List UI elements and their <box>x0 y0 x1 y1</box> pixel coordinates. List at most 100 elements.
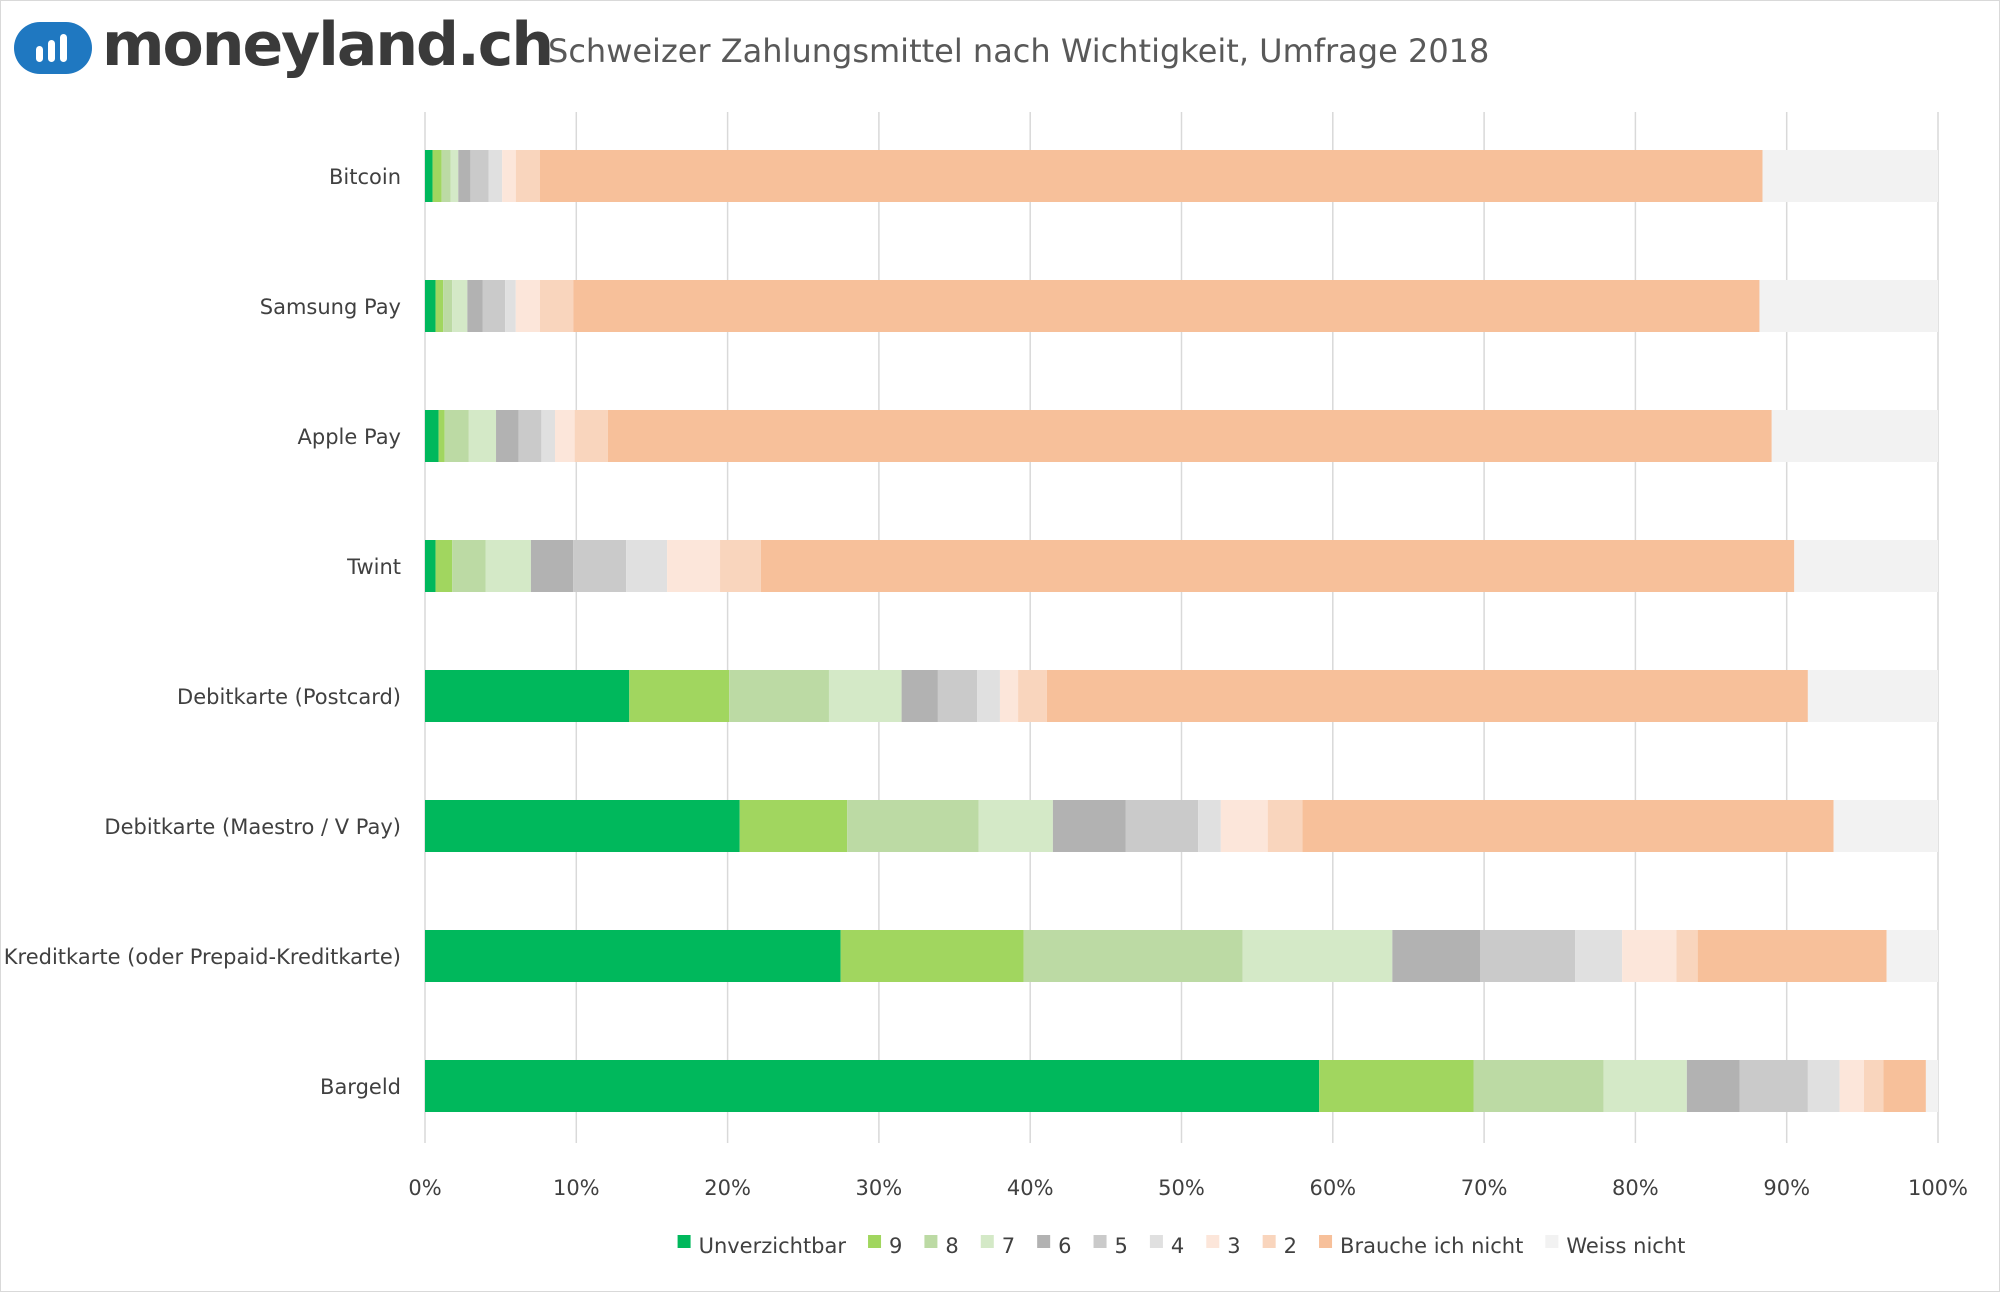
legend-item[interactable]: 3 <box>1206 1234 1241 1258</box>
bar-segment <box>937 670 978 722</box>
legend-swatch <box>1206 1235 1220 1248</box>
bar-segment <box>1575 930 1623 982</box>
legend-swatch <box>677 1235 691 1248</box>
logo-text: moneyland.ch <box>102 10 554 80</box>
bar-segment <box>847 800 979 852</box>
category-label: Debitkarte (Postcard) <box>177 685 401 709</box>
bar-segment <box>760 540 1795 592</box>
x-tick-label: 70% <box>1461 1176 1508 1200</box>
legend-swatch <box>980 1235 994 1248</box>
bar-segment <box>828 670 902 722</box>
legend-item[interactable]: 9 <box>868 1234 902 1258</box>
bars <box>425 150 1938 1112</box>
legend-item[interactable]: 6 <box>1037 1234 1072 1258</box>
bar-segment <box>482 280 506 332</box>
bar-segment <box>488 150 503 202</box>
x-tick-label: 10% <box>553 1176 600 1200</box>
chart-title: Schweizer Zahlungsmittel nach Wichtigkei… <box>548 32 1490 70</box>
bar-segment <box>425 1060 1320 1112</box>
bar-segment <box>438 410 445 462</box>
bar-segment <box>1762 150 1938 202</box>
legend-label: 4 <box>1171 1234 1184 1258</box>
category-label: Bargeld <box>320 1075 401 1099</box>
legend-swatch <box>868 1235 882 1248</box>
bar-segment <box>425 800 740 852</box>
bar-segment <box>1883 1060 1926 1112</box>
bar-segment <box>530 540 574 592</box>
bar-segment <box>518 410 542 462</box>
bar-segment <box>720 540 761 592</box>
bar-segment <box>452 280 468 332</box>
x-tick-label: 90% <box>1763 1176 1810 1200</box>
bar-segment <box>425 540 436 592</box>
legend-item[interactable]: 5 <box>1093 1234 1128 1258</box>
legend-label: 7 <box>1002 1234 1015 1258</box>
bar-segment <box>574 410 608 462</box>
bar-segment <box>999 670 1019 722</box>
legend-item[interactable]: Unverzichtbar <box>677 1234 847 1258</box>
category-label: Samsung Pay <box>260 295 401 319</box>
legend-item[interactable]: 8 <box>924 1234 959 1258</box>
bar-segment <box>432 150 442 202</box>
x-tick-label: 30% <box>856 1176 903 1200</box>
bar-segment <box>468 410 497 462</box>
bar-segment <box>978 800 1053 852</box>
bar-segment <box>1392 930 1481 982</box>
bar-segment <box>729 670 829 722</box>
bar-segment <box>485 540 531 592</box>
bar-segment <box>1046 670 1808 722</box>
legend-item[interactable]: Brauche ich nicht <box>1319 1234 1523 1258</box>
bar-segment <box>435 280 444 332</box>
category-labels: Bitcoin Samsung Pay Apple Pay Twint Debitkar… <box>4 165 401 1099</box>
bar-segment <box>1833 800 1938 852</box>
bar-segment <box>1676 930 1698 982</box>
legend-swatch <box>1319 1235 1333 1248</box>
legend: Unverzichtbar 9 8 7 6 5 4 3 2 Brauche ich nicht We… <box>677 1234 1685 1258</box>
bar-segment <box>1267 800 1303 852</box>
bar-segment <box>1198 800 1221 852</box>
legend-item[interactable]: 7 <box>980 1234 1015 1258</box>
bar-segment <box>1023 930 1243 982</box>
legend-label: 6 <box>1058 1234 1071 1258</box>
bar-segment <box>739 800 848 852</box>
bar-segment <box>626 540 668 592</box>
bar-segment <box>1302 800 1834 852</box>
legend-item[interactable]: Weiss nicht <box>1545 1234 1685 1258</box>
bar-segment <box>1603 1060 1687 1112</box>
bar-segment <box>1473 1060 1604 1112</box>
legend-swatch <box>1037 1235 1051 1248</box>
legend-swatch <box>924 1235 938 1248</box>
legend-item[interactable]: 4 <box>1149 1234 1184 1258</box>
bar-segment <box>502 150 516 202</box>
x-tick-label: 50% <box>1158 1176 1205 1200</box>
bar-segment <box>573 280 1760 332</box>
bar-segment <box>1886 930 1938 982</box>
legend-swatch <box>1093 1235 1107 1248</box>
bar-segment <box>539 150 1763 202</box>
gridlines <box>424 112 1939 1143</box>
bar-segment <box>1052 800 1126 852</box>
bar-segment <box>450 150 459 202</box>
bar-segment <box>425 410 439 462</box>
bar-segment <box>443 280 453 332</box>
bar-segment <box>1686 1060 1740 1112</box>
bar-segment <box>1839 1060 1864 1112</box>
bar-segment <box>1480 930 1576 982</box>
bar-segment <box>425 670 630 722</box>
bar-segment <box>452 540 486 592</box>
x-tick-label: 60% <box>1309 1176 1356 1200</box>
bar-chart-icon <box>14 22 92 74</box>
bar-segment <box>1807 670 1938 722</box>
legend-item[interactable]: 2 <box>1262 1234 1297 1258</box>
legend-label: 9 <box>889 1234 902 1258</box>
bar-segment <box>1125 800 1199 852</box>
bar-segment <box>667 540 721 592</box>
bar-segment <box>539 280 574 332</box>
bar-segment <box>901 670 938 722</box>
bar-segment <box>467 280 483 332</box>
bar-segment <box>541 410 555 462</box>
bar-segment <box>425 280 436 332</box>
x-axis-ticks: 0% 10% 20% 30% 40% 50% 60% 70% 80% 90% 100% <box>408 1176 1968 1200</box>
bar-segment <box>435 540 453 592</box>
